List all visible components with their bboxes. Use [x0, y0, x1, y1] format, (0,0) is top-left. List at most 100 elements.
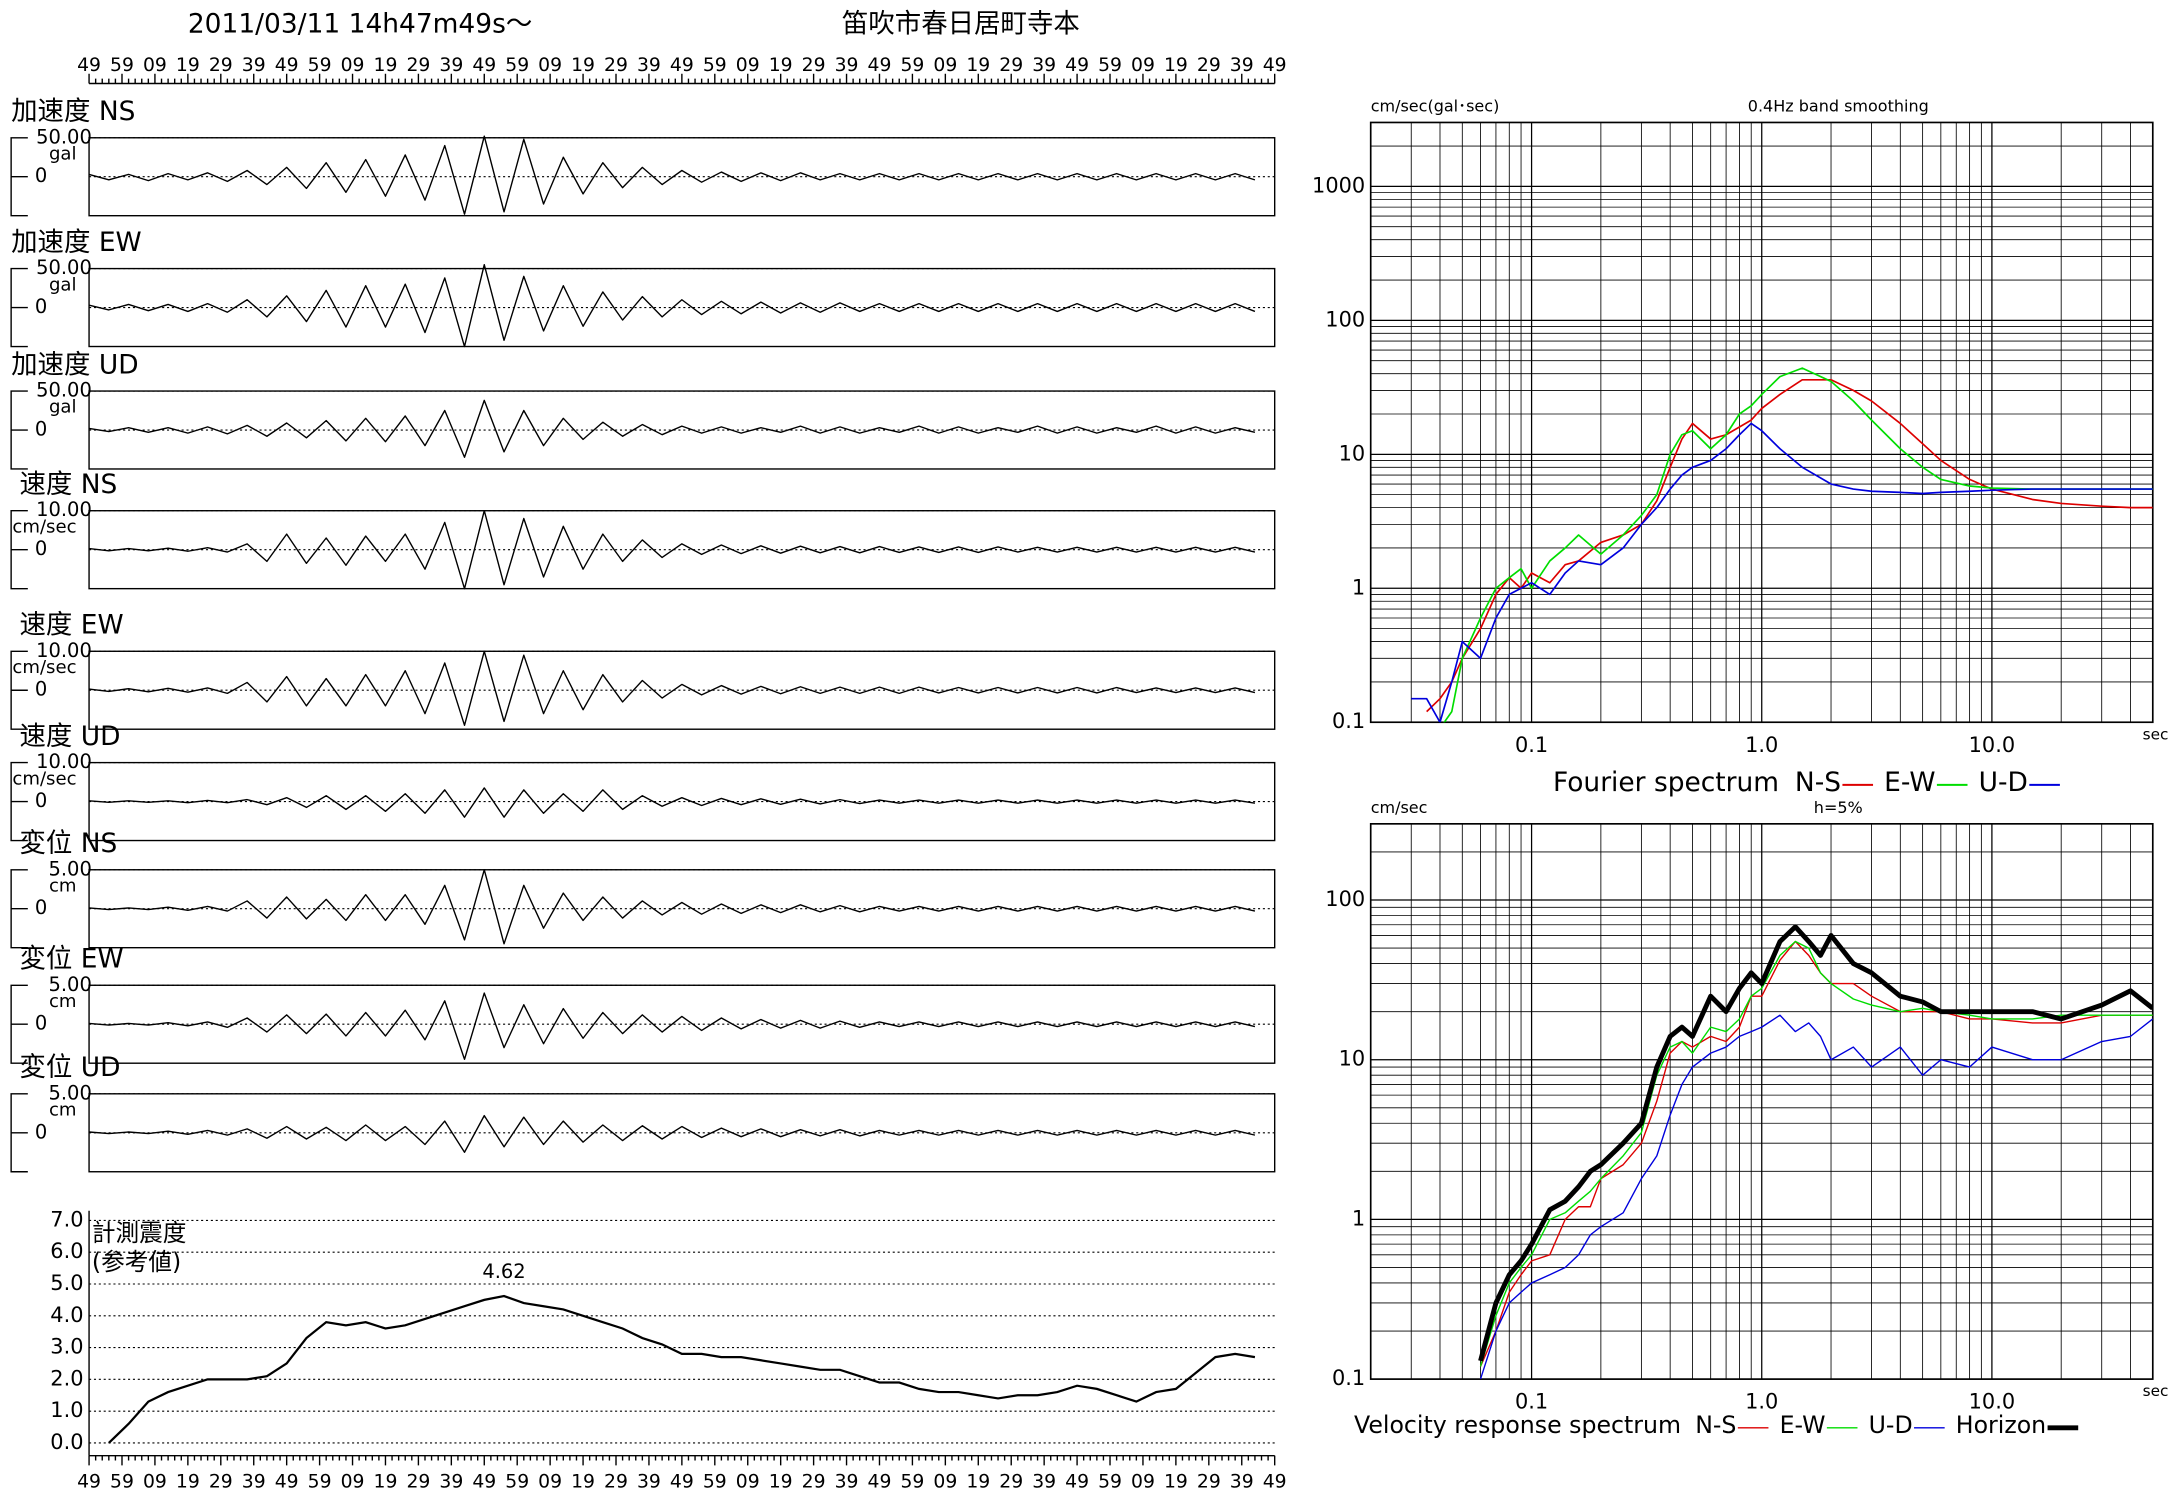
panel-unit: gal — [49, 143, 77, 164]
x-tick-label: 10.0 — [1969, 1390, 2015, 1414]
time-tick-label: 49 — [77, 1472, 101, 1493]
time-tick-label: 29 — [1197, 55, 1221, 76]
intensity-note: (参考値) — [92, 1248, 181, 1276]
time-tick-label: 49 — [472, 1472, 496, 1493]
time-tick-label: 39 — [242, 55, 266, 76]
time-tick-label: 59 — [900, 55, 924, 76]
series-line — [1426, 378, 2153, 713]
time-tick-label: 29 — [209, 1472, 233, 1493]
panel-bracket — [10, 1093, 28, 1173]
intensity-tick-label: 1.0 — [50, 1398, 83, 1422]
time-tick-label: 19 — [374, 1472, 398, 1493]
waveform-trace — [88, 399, 1256, 458]
intensity-tick-label: 0.0 — [50, 1430, 83, 1454]
panel-unit: cm/sec — [12, 516, 76, 537]
series-line — [1479, 940, 2153, 1367]
panel-title: 変位 UD — [19, 1052, 120, 1083]
panel-frame — [88, 390, 1276, 470]
y-axis-label: cm/sec — [1371, 798, 1428, 817]
time-tick-label: 09 — [933, 55, 957, 76]
legend-label: E-W — [1780, 1411, 1826, 1439]
time-tick-label: 19 — [1164, 55, 1188, 76]
time-tick-label: 49 — [275, 55, 299, 76]
peak-annotation: 4.62 — [482, 1260, 525, 1283]
panel-frame — [88, 1093, 1276, 1173]
time-tick-label: 29 — [406, 1472, 430, 1493]
time-tick-label: 09 — [538, 1472, 562, 1493]
time-tick-label: 19 — [571, 1472, 595, 1493]
panel-tick-label: 0 — [35, 1120, 47, 1143]
panel-tick-label: 0 — [35, 537, 47, 560]
time-tick-label: 19 — [769, 1472, 793, 1493]
waveform-trace — [88, 135, 1256, 215]
y-tick-label: 0.1 — [1332, 709, 1365, 733]
legend-label: U-D — [1979, 767, 2028, 798]
station-name: 笛吹市春日居町寺本 — [842, 9, 1080, 40]
chart-title: h=5% — [1814, 798, 1863, 817]
panel-frame — [88, 267, 1276, 348]
x-tick-label: 0.1 — [1515, 1390, 1548, 1414]
intensity-tick-label: 4.0 — [50, 1303, 83, 1327]
series-line — [1478, 924, 2153, 1362]
panel-unit: cm/sec — [12, 768, 76, 789]
time-tick-label: 59 — [505, 1472, 529, 1493]
panel-tick-label: 0 — [35, 1012, 47, 1035]
time-tick-label: 09 — [143, 55, 167, 76]
time-tick-label: 29 — [999, 55, 1023, 76]
waveform-trace — [88, 650, 1256, 727]
time-tick-label: 49 — [1263, 1472, 1287, 1493]
panel-bracket — [10, 390, 28, 470]
intensity-tick-label: 7.0 — [50, 1207, 83, 1231]
time-tick-label: 19 — [571, 55, 595, 76]
panel-tick-label: 5.00 — [48, 1081, 91, 1104]
plot-lines — [1411, 367, 2153, 723]
time-tick-label: 29 — [802, 1472, 826, 1493]
intensity-line — [108, 1294, 1256, 1444]
x-axis-label: sec — [2143, 725, 2169, 743]
y-tick-label: 1 — [1352, 575, 1365, 599]
record-title: 2011/03/11 14h47m49s～ — [188, 9, 532, 40]
time-tick-label: 49 — [670, 1472, 694, 1493]
chart-title: 0.4Hz band smoothing — [1748, 97, 1929, 116]
series-line — [1479, 1014, 2153, 1380]
panel-title: 加速度 NS — [11, 96, 135, 127]
time-tick-label: 09 — [736, 55, 760, 76]
x-tick-label: 1.0 — [1745, 733, 1778, 757]
time-tick-label: 59 — [1098, 55, 1122, 76]
panel-frame — [88, 650, 1276, 730]
panel-unit: cm — [49, 1100, 77, 1121]
panel-tick-label: 0 — [35, 896, 47, 919]
time-tick-label: 39 — [835, 1472, 859, 1493]
time-tick-label: 09 — [1131, 55, 1155, 76]
panel-tick-label: 50.00 — [36, 125, 92, 148]
panel-tick-label: 5.00 — [48, 973, 91, 996]
waveform-trace — [89, 787, 1256, 818]
time-tick-label: 49 — [472, 55, 496, 76]
panel-tick-label: 10.00 — [36, 750, 92, 773]
waveform-trace — [89, 992, 1256, 1060]
time-tick-label: 49 — [868, 1472, 892, 1493]
x-tick-label: 10.0 — [1969, 733, 2015, 757]
waveform-trace — [89, 869, 1256, 945]
time-tick-label: 29 — [1197, 1472, 1221, 1493]
time-tick-label: 19 — [1164, 1472, 1188, 1493]
time-tick-label: 39 — [439, 55, 463, 76]
panel-tick-label: 0 — [35, 418, 47, 441]
time-tick-label: 09 — [341, 55, 365, 76]
time-tick-label: 49 — [1065, 1472, 1089, 1493]
time-tick-label: 09 — [341, 1472, 365, 1493]
panel-tick-label: 5.00 — [48, 857, 91, 880]
panel-title: 速度 NS — [19, 469, 117, 500]
panel-title: 速度 UD — [19, 721, 120, 752]
panel-bracket — [10, 984, 28, 1064]
time-tick-label: 39 — [242, 1472, 266, 1493]
time-tick-label: 59 — [110, 55, 134, 76]
panel-unit: gal — [49, 397, 77, 418]
time-tick-label: 49 — [670, 55, 694, 76]
y-tick-label: 100 — [1325, 307, 1365, 331]
x-tick-label: 1.0 — [1745, 1390, 1778, 1414]
legend-label: N-S — [1795, 767, 1841, 798]
time-tick-label: 29 — [604, 1472, 628, 1493]
intensity-tick-label: 2.0 — [50, 1366, 83, 1390]
